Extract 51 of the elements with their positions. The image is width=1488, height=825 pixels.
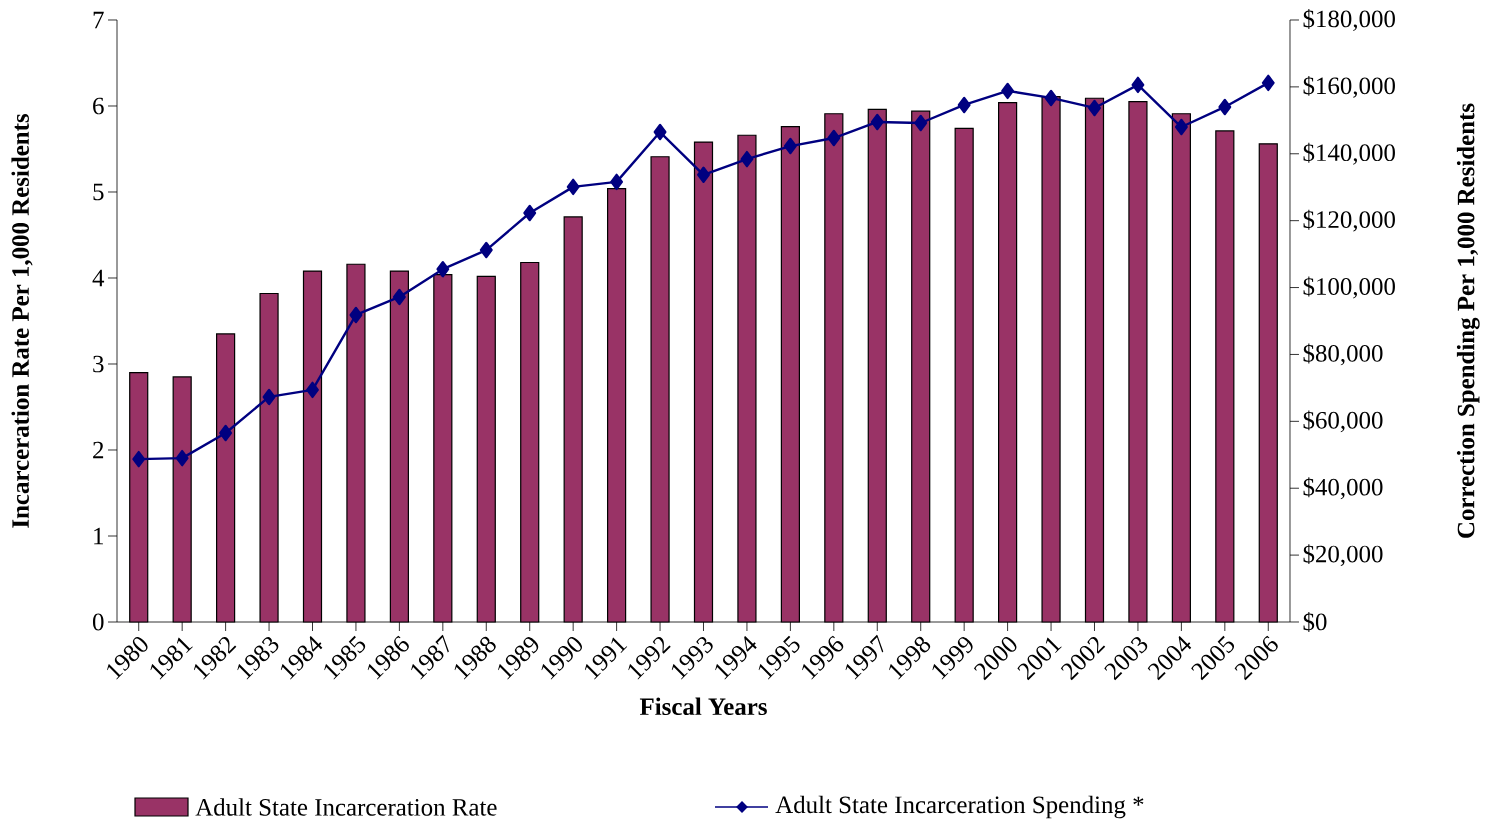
point — [566, 178, 580, 196]
y-tick-label: 2 — [93, 441, 104, 459]
point — [1174, 118, 1188, 136]
point — [479, 241, 493, 259]
y-tick-label: 5 — [93, 183, 104, 201]
point — [175, 449, 189, 467]
point — [740, 150, 754, 168]
point — [783, 137, 797, 155]
point — [957, 96, 971, 114]
y2-tick-label: $100,000 — [1303, 276, 1395, 299]
y2-tick-label: $80,000 — [1303, 343, 1383, 366]
y2-tick-label: $120,000 — [1303, 209, 1395, 232]
legend-label: Adult State Incarceration Spending * — [775, 795, 1144, 819]
point — [1044, 89, 1058, 107]
point — [827, 129, 841, 147]
y-axis-title: Incarceration Rate Per 1,000 Residents — [11, 113, 33, 528]
y-tick-label: 7 — [93, 11, 104, 29]
y2-tick-label: $180,000 — [1303, 9, 1395, 31]
point — [262, 388, 276, 406]
y-tick-label: 6 — [93, 97, 104, 115]
point — [653, 123, 667, 141]
y-tick-label: 0 — [92, 613, 104, 631]
y2-tick-label: $60,000 — [1303, 410, 1383, 433]
y2-tick-label: $140,000 — [1303, 142, 1395, 165]
y2-axis-title: Correction Spending Per 1,000 Residents — [1456, 103, 1480, 538]
point — [697, 166, 710, 184]
point — [436, 260, 450, 278]
point — [870, 113, 884, 131]
point — [306, 381, 319, 399]
y2-tick-label: $20,000 — [1303, 544, 1383, 567]
point — [1218, 98, 1232, 116]
legend-label: Adult State Incarceration Rate — [195, 798, 497, 816]
point — [1261, 74, 1275, 92]
y2-tick-label: $0 — [1303, 612, 1327, 632]
point — [914, 114, 928, 132]
x-tick-label: 1992 — [628, 637, 671, 680]
y-tick-label: 3 — [93, 355, 104, 373]
point — [523, 204, 537, 222]
y-tick-label: 1 — [94, 527, 103, 545]
point — [1131, 76, 1145, 94]
point — [132, 450, 146, 468]
y-tick-label: 4 — [92, 269, 105, 287]
y2-tick-label: $160,000 — [1303, 75, 1395, 98]
x-axis-title: Fiscal Years — [639, 697, 767, 716]
y2-tick-label: $40,000 — [1303, 477, 1383, 500]
point — [610, 173, 624, 191]
point — [219, 424, 233, 442]
point — [1088, 99, 1101, 117]
point — [392, 288, 406, 306]
point — [349, 306, 363, 324]
point — [1001, 82, 1015, 100]
